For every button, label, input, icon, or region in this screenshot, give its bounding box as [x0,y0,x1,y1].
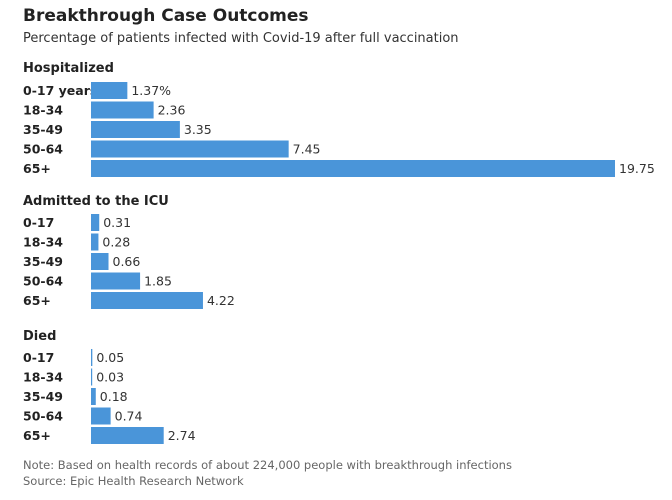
category-label-hospitalized-18-34: 18-34 [23,103,63,118]
value-label-admitted-to-the-icu-18-34: 0.28 [102,235,130,250]
bar-hospitalized-65 [91,160,615,177]
bar-chart: Hospitalized 0-17 years 1.37% 18-34 2.36 35-4… [23,61,655,444]
category-label-died-0-17: 0-17 [23,350,54,365]
value-label-admitted-to-the-icu-0-17: 0.31 [103,215,131,230]
group-title-hospitalized: Hospitalized [23,61,114,76]
value-label-hospitalized-18-34: 2.36 [158,103,186,118]
value-label-died-65: 2.74 [168,428,196,443]
value-label-died-50-64: 0.74 [115,409,143,424]
value-label-admitted-to-the-icu-50-64: 1.85 [144,274,172,289]
category-label-died-18-34: 18-34 [23,370,63,385]
bar-admitted-to-the-icu-35-49 [91,253,109,270]
category-label-admitted-to-the-icu-18-34: 18-34 [23,235,63,250]
category-label-admitted-to-the-icu-65: 65+ [23,293,51,308]
footer-note: Note: Based on health records of about 2… [23,458,512,472]
footer-source: Source: Epic Health Research Network [23,474,244,488]
category-label-hospitalized-50-64: 50-64 [23,142,63,157]
bar-admitted-to-the-icu-50-64 [91,272,141,290]
bar-admitted-to-the-icu-18-34 [91,233,99,251]
category-label-hospitalized-35-49: 35-49 [23,122,63,137]
category-label-admitted-to-the-icu-50-64: 50-64 [23,274,63,289]
value-label-admitted-to-the-icu-35-49: 0.66 [113,254,141,269]
value-label-hospitalized-50-64: 7.45 [293,142,321,157]
bar-died-18-34 [91,368,93,386]
chart-title: Breakthrough Case Outcomes [23,6,309,26]
bar-died-65 [91,427,164,444]
bar-admitted-to-the-icu-65 [91,292,203,309]
category-label-died-65: 65+ [23,428,51,443]
category-label-died-35-49: 35-49 [23,389,63,404]
bar-hospitalized-0-17-years [91,82,128,99]
value-label-admitted-to-the-icu-65: 4.22 [207,293,235,308]
value-label-hospitalized-65: 19.75 [619,161,655,176]
bar-died-0-17 [91,349,93,366]
category-label-admitted-to-the-icu-0-17: 0-17 [23,215,54,230]
bar-hospitalized-50-64 [91,140,289,158]
value-label-died-18-34: 0.03 [96,370,124,385]
bar-died-35-49 [91,388,96,405]
bar-hospitalized-35-49 [91,121,180,138]
category-label-hospitalized-0-17-years: 0-17 years [23,83,97,98]
bar-hospitalized-18-34 [91,101,154,119]
value-label-died-35-49: 0.18 [100,389,128,404]
category-label-died-50-64: 50-64 [23,409,63,424]
category-label-hospitalized-65: 65+ [23,161,51,176]
bar-admitted-to-the-icu-0-17 [91,214,100,231]
value-label-hospitalized-0-17-years: 1.37% [131,83,171,98]
group-title-admitted-to-the-icu: Admitted to the ICU [23,194,169,209]
bar-died-50-64 [91,407,111,425]
category-label-admitted-to-the-icu-35-49: 35-49 [23,254,63,269]
value-label-hospitalized-35-49: 3.35 [184,122,212,137]
chart-subtitle: Percentage of patients infected with Cov… [23,31,459,46]
value-label-died-0-17: 0.05 [96,350,124,365]
group-title-died: Died [23,329,56,344]
